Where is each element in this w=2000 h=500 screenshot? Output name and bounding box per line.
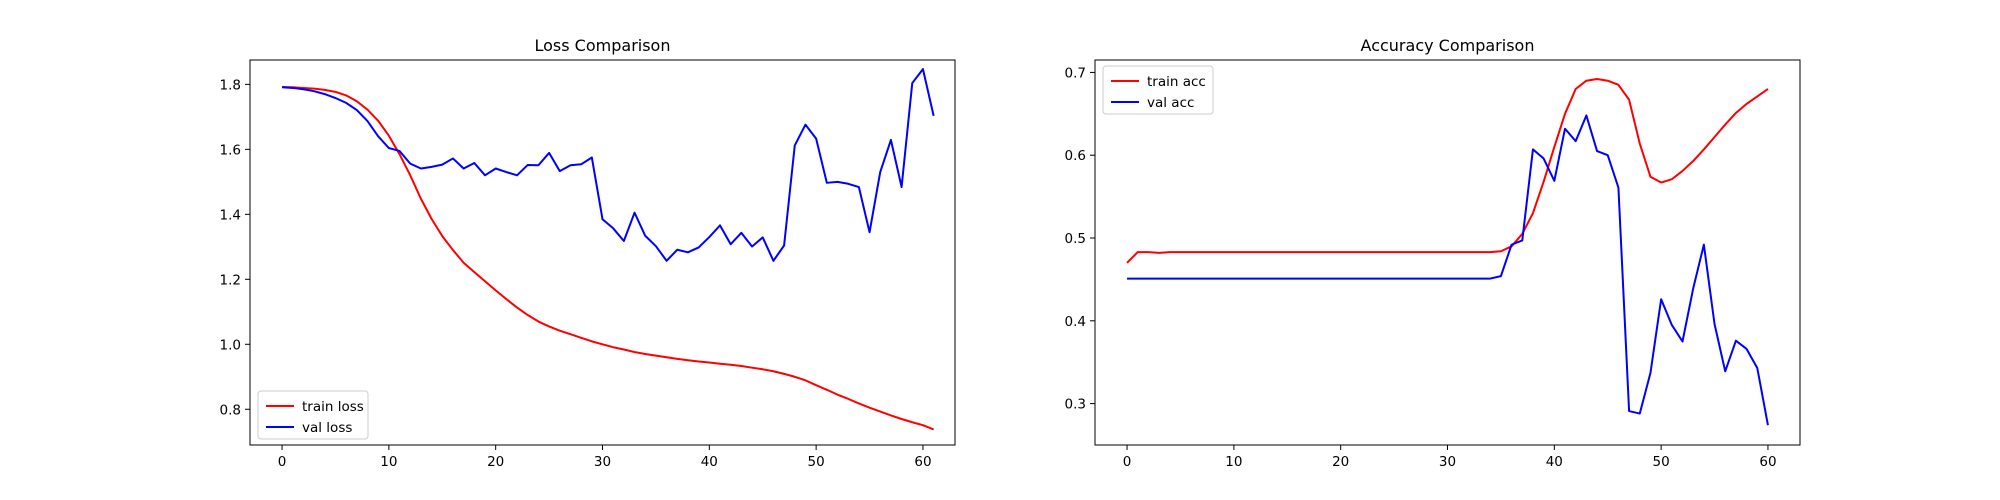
accuracy-x-tick-label: 60: [1759, 454, 1776, 470]
accuracy-y-tick-label: 0.3: [1065, 397, 1086, 413]
accuracy-x-tick-label: 10: [1225, 454, 1242, 470]
loss-chart-title: Loss Comparison: [535, 36, 671, 55]
accuracy-x-tick-label: 40: [1546, 454, 1563, 470]
loss-chart: Loss Comparison 0 10 20 30 40 50 60 0.8 1.0 1.2 1.…: [220, 36, 956, 470]
accuracy-x-tick-label: 30: [1439, 454, 1456, 470]
loss-y-tick-label: 1.2: [220, 272, 241, 288]
accuracy-series-line-val-acc: [1127, 114, 1769, 426]
loss-legend-label: train loss: [302, 399, 364, 415]
loss-series-line-val-loss: [281, 68, 935, 262]
accuracy-y-tick-label: 0.5: [1065, 231, 1086, 247]
accuracy-chart: Accuracy Comparison 0 10 20 30 40 50 600.30.40…: [1065, 36, 1801, 470]
loss-x-tick-label: 60: [914, 454, 931, 470]
loss-y-tick-label: 1.0: [220, 337, 241, 353]
loss-plot-area: 0 10 20 30 40 50 60 0.8 1.0 1.2 1.4 1.6 1.8: [220, 59, 956, 470]
loss-x-tick-label: 40: [701, 454, 718, 470]
accuracy-series-line-train-acc: [1126, 78, 1769, 264]
loss-y-tick-label: 1.8: [220, 77, 241, 93]
loss-x-tick-label: 10: [380, 454, 397, 470]
accuracy-legend-label: train acc: [1147, 74, 1206, 90]
loss-legend: train loss val loss: [257, 390, 369, 440]
accuracy-chart-title: Accuracy Comparison: [1361, 36, 1535, 55]
loss-x-tick-label: 20: [487, 454, 504, 470]
accuracy-plot-area: 0 10 20 30 40 50 60 0.3 0.4 0.5 0.6 0.7: [1065, 59, 1801, 470]
loss-y-tick-label: 0.8: [220, 402, 241, 418]
loss-legend-label: val loss: [302, 420, 352, 436]
loss-x-tick-label: 0: [278, 454, 287, 470]
loss-x-tick-label: 30: [594, 454, 611, 470]
accuracy-y-tick-label: 0.4: [1065, 314, 1086, 330]
loss-y-tick-label: 1.6: [220, 142, 241, 158]
loss-y-tick-label: 1.4: [220, 207, 241, 223]
accuracy-x-tick-label: 50: [1653, 454, 1670, 470]
loss-x-tick-label: 50: [808, 454, 825, 470]
accuracy-x-tick-label: 20: [1332, 454, 1349, 470]
accuracy-x-tick-label: 0: [1123, 454, 1132, 470]
loss-series-line-train-loss: [282, 85, 935, 431]
accuracy-y-tick-label: 0.7: [1065, 65, 1086, 81]
accuracy-y-tick-label: 0.6: [1065, 148, 1086, 164]
accuracy-legend-label: val acc: [1147, 95, 1194, 111]
accuracy-legend: train acc val acc: [1102, 65, 1214, 115]
